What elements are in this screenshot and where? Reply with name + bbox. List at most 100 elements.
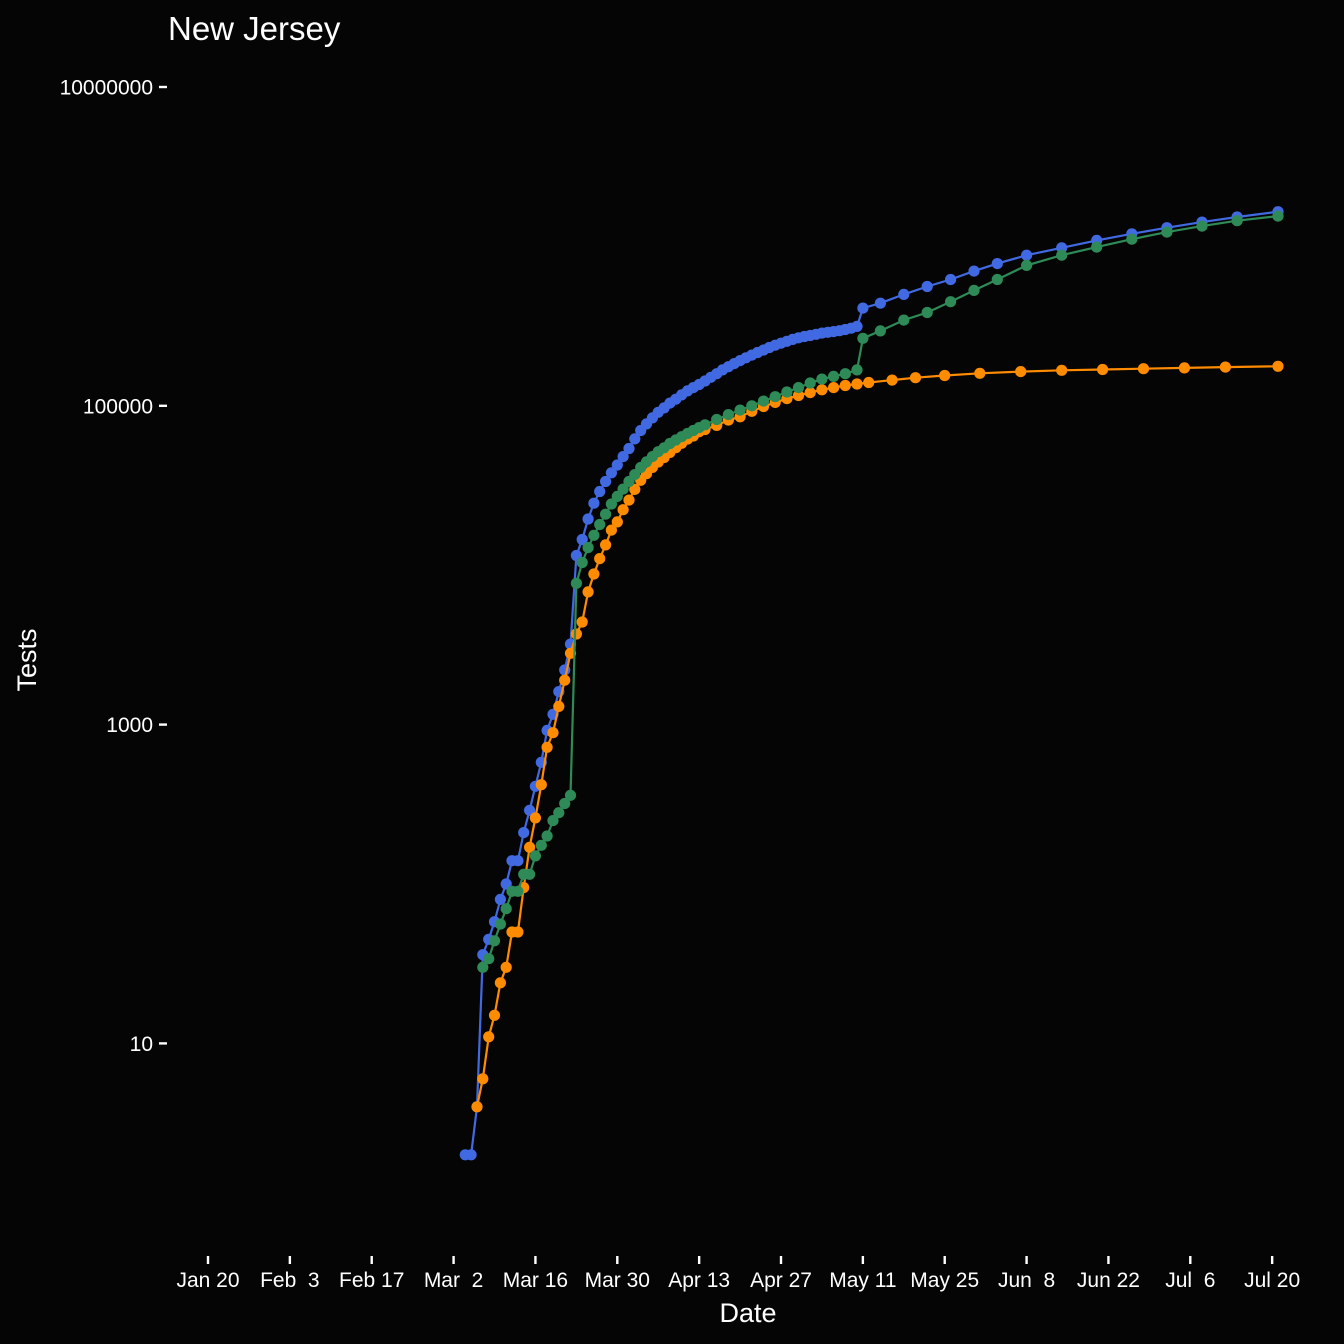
data-point xyxy=(1021,259,1033,271)
data-point xyxy=(1015,366,1027,378)
data-point xyxy=(524,841,536,853)
data-point xyxy=(839,368,851,380)
x-tick-label: Feb 3 xyxy=(260,1269,320,1292)
data-point xyxy=(898,314,910,326)
y-tick-label: 1000 xyxy=(106,714,153,737)
x-tick-label: May 11 xyxy=(829,1269,896,1292)
series-3 xyxy=(477,210,1284,973)
data-point xyxy=(617,504,629,516)
data-point xyxy=(553,807,565,819)
data-point xyxy=(828,370,840,382)
data-point xyxy=(483,1031,495,1043)
y-axis: 10 1000 100000 10000000 xyxy=(60,77,167,1056)
x-tick-label: Feb 17 xyxy=(339,1269,404,1292)
data-point xyxy=(576,556,588,569)
x-tick-label: Jul 20 xyxy=(1244,1269,1300,1292)
data-point xyxy=(769,391,781,403)
x-tick-label: Mar 16 xyxy=(503,1269,568,1292)
x-tick-label: Apr 27 xyxy=(750,1269,812,1292)
data-point xyxy=(594,553,606,565)
data-point xyxy=(722,409,735,421)
data-point xyxy=(500,903,512,915)
data-point xyxy=(874,325,887,337)
data-point xyxy=(757,395,770,407)
data-point xyxy=(734,404,746,416)
data-point xyxy=(991,258,1003,270)
data-point xyxy=(874,297,887,309)
y-tick-label: 100000 xyxy=(83,395,153,418)
series-line xyxy=(465,210,1279,1156)
data-point xyxy=(1161,226,1173,238)
data-point xyxy=(488,935,501,947)
data-point xyxy=(600,475,612,488)
x-tick-label: Jul 6 xyxy=(1165,1269,1215,1292)
y-tick-label: 10 xyxy=(130,1033,153,1056)
data-point xyxy=(781,386,793,398)
data-point xyxy=(488,1009,501,1021)
data-point xyxy=(582,542,594,554)
data-point xyxy=(605,467,618,479)
x-axis-title: Date xyxy=(719,1298,776,1328)
data-point xyxy=(512,926,524,938)
data-point xyxy=(921,280,933,293)
data-point xyxy=(857,302,869,314)
y-axis-title: Tests xyxy=(12,628,42,691)
data-point xyxy=(804,377,816,389)
series-1 xyxy=(459,206,1284,1161)
data-point xyxy=(991,273,1003,286)
x-tick-label: Jan 20 xyxy=(176,1269,239,1292)
data-point xyxy=(524,804,536,816)
x-axis: Jan 20 Feb 3 Feb 17 Mar 2 Mar 16 Mar 30 Apr 13… xyxy=(176,1256,1300,1292)
data-point xyxy=(518,827,530,839)
data-point xyxy=(1021,249,1033,261)
data-point xyxy=(851,320,863,332)
data-point xyxy=(974,367,986,379)
data-point xyxy=(494,918,506,930)
data-point xyxy=(1231,215,1243,227)
plot-area xyxy=(459,206,1284,1161)
data-point xyxy=(576,533,588,546)
data-point xyxy=(898,288,910,300)
data-point xyxy=(851,364,863,376)
data-point xyxy=(1196,220,1208,232)
data-point xyxy=(1272,210,1284,222)
data-point xyxy=(939,369,951,382)
data-point xyxy=(588,568,600,580)
data-point xyxy=(711,413,723,426)
data-point xyxy=(477,961,489,973)
data-point xyxy=(570,628,583,640)
x-tick-label: Jun 8 xyxy=(998,1269,1055,1292)
data-point xyxy=(477,1073,489,1085)
data-point xyxy=(564,789,577,801)
data-point xyxy=(600,508,612,520)
data-point xyxy=(909,372,922,384)
data-point xyxy=(792,389,805,402)
data-point xyxy=(494,893,506,906)
data-point xyxy=(605,498,618,510)
data-point xyxy=(1056,249,1068,261)
data-point xyxy=(535,779,547,791)
x-tick-label: Mar 30 xyxy=(585,1269,650,1292)
data-point xyxy=(851,378,863,390)
data-point xyxy=(588,497,600,509)
chart-title: New Jersey xyxy=(168,10,341,47)
data-point xyxy=(512,855,524,867)
data-point xyxy=(611,459,623,471)
series-2 xyxy=(471,360,1284,1113)
data-point xyxy=(570,577,583,589)
data-point xyxy=(600,539,612,551)
data-point xyxy=(629,483,641,495)
data-point xyxy=(792,382,805,394)
data-point xyxy=(594,518,606,531)
x-tick-label: Apr 13 xyxy=(668,1269,730,1292)
data-point xyxy=(1097,363,1109,376)
data-point xyxy=(816,384,828,396)
data-point xyxy=(968,265,980,277)
data-point xyxy=(863,376,875,389)
data-point xyxy=(547,815,559,827)
data-point xyxy=(611,516,623,528)
data-point xyxy=(588,529,600,541)
data-point xyxy=(500,961,512,973)
data-point xyxy=(576,616,588,628)
data-point xyxy=(629,433,641,445)
